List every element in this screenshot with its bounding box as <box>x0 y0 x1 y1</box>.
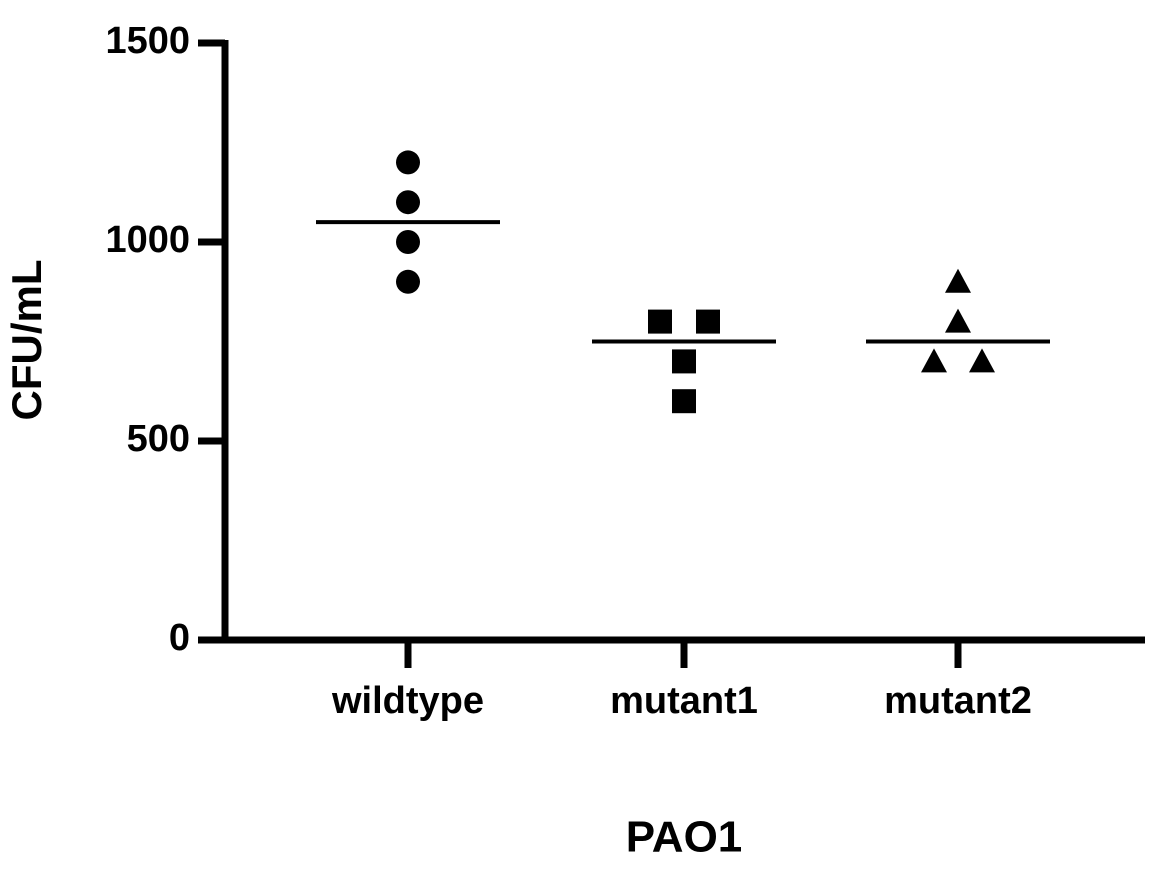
y-tick-label: 1500 <box>105 20 190 62</box>
point <box>396 230 420 254</box>
point <box>672 349 696 374</box>
x-axis-label: PAO1 <box>626 813 743 862</box>
point <box>969 348 995 373</box>
point <box>396 150 420 175</box>
x-tick-label: wildtype <box>331 680 484 722</box>
x-tick-label: mutant2 <box>884 680 1032 722</box>
point <box>696 309 720 334</box>
point <box>945 268 971 293</box>
y-tick-label: 1000 <box>105 219 190 261</box>
x-tick-label: mutant1 <box>610 680 758 722</box>
y-axis-label: CFU/mL <box>3 260 50 421</box>
point <box>672 389 696 414</box>
point <box>648 309 672 334</box>
point <box>396 190 420 215</box>
y-tick-label: 0 <box>169 617 190 659</box>
point <box>945 308 971 333</box>
y-tick-label: 500 <box>127 418 190 460</box>
point <box>396 269 420 294</box>
point <box>921 348 947 373</box>
